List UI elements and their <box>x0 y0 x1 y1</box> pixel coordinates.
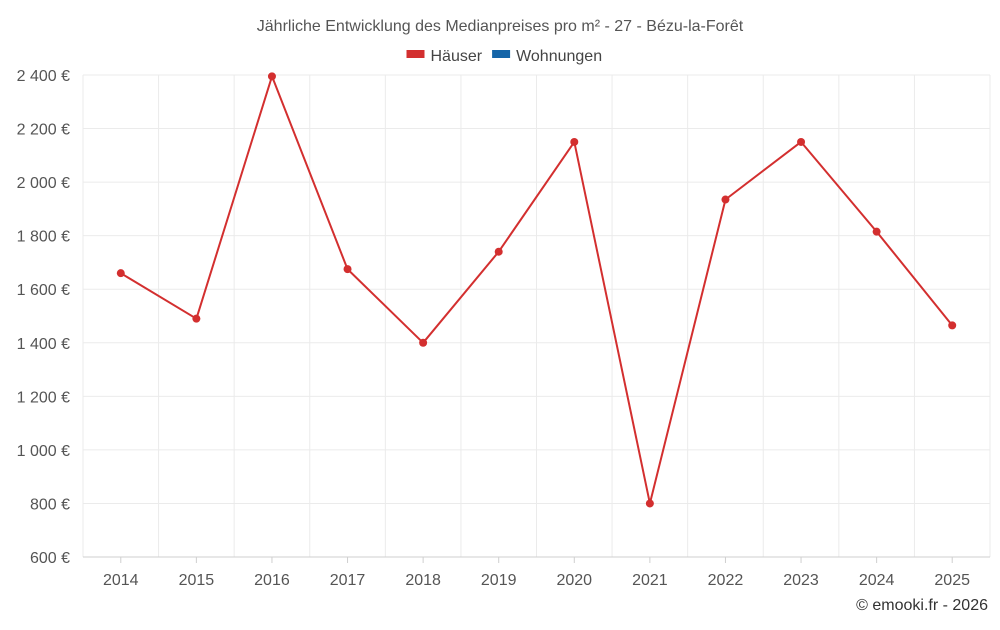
data-point-2023[interactable] <box>797 137 806 146</box>
data-point-2025[interactable] <box>948 321 957 330</box>
x-tick-label: 2023 <box>783 572 819 589</box>
data-point-2015[interactable] <box>192 314 201 323</box>
data-point-2020[interactable] <box>570 137 579 146</box>
series-line <box>120 75 953 505</box>
y-axis: 600 € 800 € 1 000 € 1 200 € 1 400 € 1 600 € 1 … <box>17 68 70 567</box>
data-point-2014[interactable] <box>116 269 125 278</box>
y-tick-label: 1 800 € <box>17 229 70 246</box>
y-tick-label: 1 000 € <box>17 443 70 460</box>
x-tick-label: 2022 <box>708 572 744 589</box>
series-layer <box>116 72 957 508</box>
data-point-2024[interactable] <box>872 227 881 236</box>
x-tick-label: 2025 <box>934 572 970 589</box>
y-tick-label: 1 200 € <box>17 389 70 406</box>
x-tick-label: 2016 <box>254 572 290 589</box>
y-tick-label: 1 400 € <box>17 336 70 353</box>
legend-swatch <box>492 50 511 58</box>
y-tick-label: 2 000 € <box>17 175 70 192</box>
legend-item-1[interactable]: Häuser <box>406 48 483 65</box>
data-point-2016[interactable] <box>267 72 276 81</box>
x-axis: 2014 2015 2016 2017 2018 2019 2020 2021 2022 2023… <box>83 556 990 589</box>
y-tick-label: 1 600 € <box>17 282 70 299</box>
y-tick-label: 2 400 € <box>17 68 70 85</box>
x-tick-label: 2019 <box>481 572 517 589</box>
x-tick-label: 2014 <box>103 572 139 589</box>
x-tick-label: 2017 <box>330 572 366 589</box>
y-tick-label: 800 € <box>30 496 70 513</box>
x-tick-label: 2024 <box>859 572 895 589</box>
legend-item-2[interactable]: Wohnungen <box>492 48 602 65</box>
data-point-2021[interactable] <box>645 499 654 508</box>
data-point-2018[interactable] <box>419 338 428 347</box>
legend: Häuser Wohnungen <box>406 48 602 65</box>
credit-text: © emooki.fr - 2026 <box>856 597 988 614</box>
x-tick-label: 2018 <box>405 572 441 589</box>
legend-label: Häuser <box>431 48 483 65</box>
legend-swatch <box>406 50 425 58</box>
legend-label: Wohnungen <box>516 48 602 65</box>
data-point-2017[interactable] <box>343 265 352 274</box>
x-tick-label: 2015 <box>179 572 215 589</box>
chart-title: Jährliche Entwicklung des Medianpreises … <box>257 18 744 35</box>
x-tick-label: 2021 <box>632 572 668 589</box>
series-1 <box>116 72 957 508</box>
y-tick-label: 600 € <box>30 550 70 567</box>
data-point-2022[interactable] <box>721 195 730 204</box>
data-point-2019[interactable] <box>494 247 503 256</box>
x-tick-label: 2020 <box>556 572 592 589</box>
grid <box>82 74 991 557</box>
y-tick-label: 2 200 € <box>17 122 70 139</box>
